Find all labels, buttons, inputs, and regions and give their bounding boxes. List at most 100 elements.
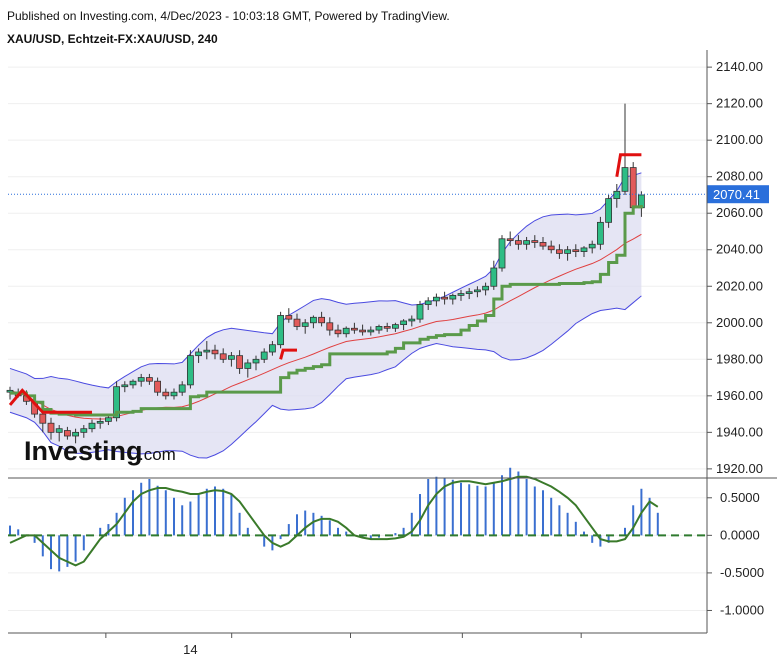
axes: 2140.00 2120.00 2100.00 2080.00 2060.00 2040.… (8, 50, 777, 657)
candle-body (80, 428, 88, 433)
candle (154, 377, 162, 396)
candle-body (391, 324, 399, 329)
candle (318, 311, 326, 327)
candle-body (47, 422, 55, 433)
candle (170, 388, 178, 400)
candle (465, 288, 473, 300)
candle (236, 350, 244, 374)
candle (367, 326, 375, 336)
candle-body (531, 240, 539, 243)
symbol-title: XAU/USD, Echtzeit-FX:XAU/USD, 240 (7, 32, 218, 46)
candle (145, 373, 153, 385)
candle-body (473, 289, 481, 293)
candle (227, 352, 235, 367)
candle-body (408, 318, 416, 322)
candle-body (556, 249, 563, 254)
price-tick-label: 2020.00 (716, 278, 763, 293)
candle-body (162, 391, 170, 397)
candle-body (88, 422, 96, 430)
candle-body (334, 329, 342, 335)
candle (129, 379, 137, 389)
candle-body (523, 240, 530, 245)
candle-body (285, 315, 293, 320)
candle (572, 244, 580, 258)
candle-body (244, 362, 252, 369)
candle (498, 235, 506, 272)
candle-body (342, 327, 350, 335)
candle (383, 322, 391, 332)
kijun-line (10, 205, 643, 417)
time-tick-label: 14 (183, 642, 197, 657)
candle-body (588, 243, 596, 249)
candle (334, 324, 342, 338)
candle-body (260, 351, 268, 360)
candle-body (96, 420, 104, 424)
candle (539, 236, 547, 250)
candle-body (203, 349, 211, 353)
candle-body (301, 322, 309, 327)
price-tick-label: 2100.00 (716, 132, 763, 147)
macd-tick-label: 0.5000 (720, 490, 760, 505)
candle-body (129, 380, 137, 386)
candle (588, 240, 596, 254)
candle-body (613, 190, 621, 200)
candle (195, 348, 203, 363)
candle-body (457, 293, 465, 296)
band-upper-line (9, 172, 642, 389)
candle-body (277, 315, 285, 346)
candle-body (236, 355, 244, 369)
candle-body (482, 285, 490, 291)
candle (219, 348, 227, 363)
candle-body (359, 329, 367, 333)
price-tick-label: 2040.00 (716, 242, 763, 257)
candle-body (449, 294, 457, 300)
candle (186, 350, 194, 389)
candle-body (539, 242, 547, 247)
candle (326, 317, 334, 336)
candle (203, 341, 211, 360)
candle-body (597, 221, 604, 245)
candle-body (227, 355, 235, 360)
last-price-label: 2070.41 (713, 187, 760, 202)
candle-body (121, 384, 129, 388)
price-tick-label: 2140.00 (716, 59, 763, 74)
candle (523, 236, 530, 250)
candle (285, 308, 293, 323)
candle (490, 260, 498, 290)
price-tick-label: 1940.00 (716, 424, 763, 439)
candle (556, 244, 563, 259)
macd-lines (8, 475, 707, 567)
candle-body (424, 300, 432, 305)
candle-body (219, 353, 227, 360)
candle (400, 319, 408, 331)
candle (457, 289, 465, 301)
candle-body (506, 238, 514, 242)
candle-body (572, 249, 580, 252)
candle (515, 235, 522, 250)
price-tick-label: 2080.00 (716, 169, 763, 184)
candle-body (309, 316, 317, 324)
candle-body (350, 327, 358, 331)
candle-body (137, 377, 145, 382)
candle (449, 293, 457, 305)
published-caption: Published on Investing.com, 4/Dec/2023 -… (7, 9, 450, 23)
macd-pane (8, 467, 707, 611)
candle-body (621, 167, 629, 192)
candle-body (55, 428, 63, 433)
candle (547, 240, 555, 254)
candle-body (629, 167, 637, 209)
price-tick-label: 2000.00 (716, 315, 763, 330)
candle (482, 282, 490, 296)
candle (613, 184, 621, 208)
macd-grid (8, 497, 707, 611)
candle-body (465, 291, 473, 294)
candle-body (515, 240, 522, 245)
candle (88, 419, 96, 433)
candle (268, 341, 276, 356)
candle (277, 311, 285, 349)
price-tick-label: 2120.00 (716, 96, 763, 111)
price-pane: Investing .com (6, 66, 707, 470)
macd-tick-label: -1.0000 (720, 602, 764, 617)
logo-text: Investing (24, 436, 143, 466)
